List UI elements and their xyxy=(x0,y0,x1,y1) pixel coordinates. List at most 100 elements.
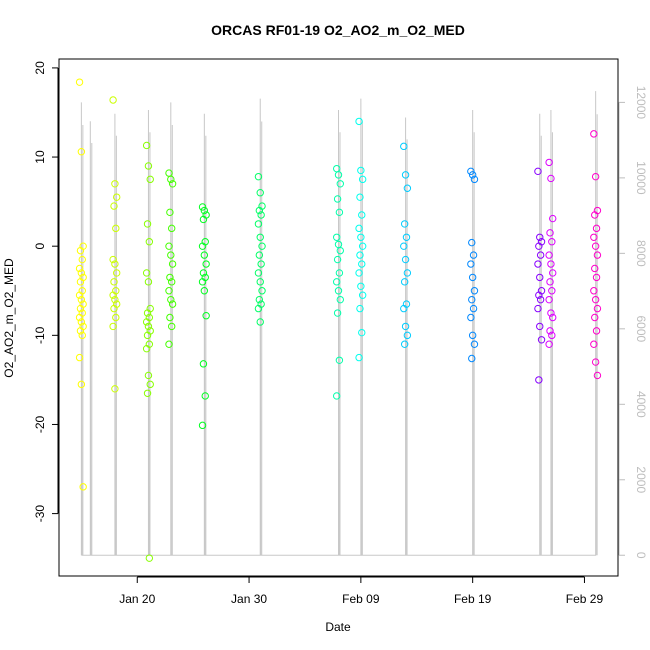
data-point xyxy=(403,331,412,340)
x-axis-label: Date xyxy=(325,620,351,634)
data-point xyxy=(402,233,411,241)
data-point xyxy=(256,318,264,326)
data-point xyxy=(111,295,119,304)
data-point xyxy=(590,340,598,348)
data-point xyxy=(256,233,264,241)
data-point xyxy=(335,208,344,217)
data-points xyxy=(75,78,602,562)
data-point xyxy=(403,184,412,192)
data-point xyxy=(469,251,478,259)
flight-points xyxy=(545,158,557,348)
data-point xyxy=(77,269,86,277)
data-point xyxy=(75,264,84,273)
y-axis-label: O2_AO2_m_O2_MED xyxy=(2,258,16,378)
data-point xyxy=(198,421,207,430)
data-point xyxy=(591,358,600,366)
data-point xyxy=(142,344,151,353)
data-point xyxy=(333,278,341,286)
flight-points xyxy=(198,203,210,430)
data-point xyxy=(109,291,117,299)
data-point xyxy=(109,322,117,331)
data-point xyxy=(537,336,546,344)
data-point xyxy=(333,255,342,264)
y-axis-right: 0 2000 4000 6000 8000 10000 12000 xyxy=(618,86,648,559)
data-point xyxy=(76,304,85,313)
data-point xyxy=(468,238,476,247)
data-point xyxy=(167,295,175,304)
data-point xyxy=(535,376,543,384)
data-point xyxy=(355,269,363,277)
data-point xyxy=(165,242,173,250)
data-point xyxy=(333,392,341,400)
data-point xyxy=(202,312,210,320)
data-point xyxy=(168,322,176,331)
data-point xyxy=(146,380,154,389)
data-point xyxy=(548,287,556,295)
data-point xyxy=(77,148,86,156)
data-point xyxy=(144,162,153,170)
data-point xyxy=(109,255,117,264)
data-point xyxy=(356,304,364,313)
data-point xyxy=(199,269,208,277)
data-point xyxy=(400,278,409,286)
data-point xyxy=(400,242,408,250)
data-point xyxy=(335,269,344,277)
flight-points xyxy=(165,169,177,348)
y-tick-label: 0 xyxy=(33,243,47,250)
flight-points xyxy=(109,96,121,393)
data-point xyxy=(592,224,601,233)
data-point xyxy=(143,220,152,228)
data-point xyxy=(356,193,364,201)
data-point xyxy=(111,180,119,188)
data-point xyxy=(355,353,363,362)
data-point xyxy=(200,206,209,215)
y-tick-label: -30 xyxy=(33,505,47,523)
right-tick-label: 2000 xyxy=(634,466,648,493)
data-point xyxy=(200,251,209,259)
data-point xyxy=(166,208,174,217)
data-point xyxy=(401,171,410,179)
data-point xyxy=(536,233,544,241)
data-point xyxy=(200,287,209,295)
data-point xyxy=(358,328,366,337)
data-point xyxy=(358,291,367,299)
data-point xyxy=(254,269,263,277)
data-point xyxy=(591,211,599,219)
data-point xyxy=(468,354,476,363)
data-point xyxy=(400,220,409,228)
flight-points xyxy=(534,167,546,384)
data-point xyxy=(145,554,154,562)
data-point xyxy=(534,260,542,268)
data-point xyxy=(470,340,479,348)
x-axis: Jan 20 Jan 30 Feb 09 Feb 19 Feb 29 xyxy=(119,576,603,606)
data-point xyxy=(255,206,264,215)
data-point xyxy=(258,242,266,250)
data-point xyxy=(467,313,475,322)
data-point xyxy=(75,313,84,322)
data-point xyxy=(113,193,121,201)
data-point xyxy=(76,246,85,255)
data-point xyxy=(592,327,601,335)
data-point xyxy=(78,255,86,264)
data-point xyxy=(593,304,602,313)
data-point xyxy=(545,251,553,259)
data-point xyxy=(591,313,599,322)
data-point xyxy=(358,242,367,250)
data-point xyxy=(401,255,410,264)
data-point xyxy=(358,211,366,219)
flight-points xyxy=(142,141,154,562)
data-point xyxy=(109,96,117,104)
data-point xyxy=(535,242,543,250)
data-point xyxy=(143,331,152,340)
right-tick-label: 10000 xyxy=(634,161,648,195)
data-point xyxy=(165,287,173,295)
data-point xyxy=(77,380,86,389)
chart-title: ORCAS RF01-19 O2_AO2_m_O2_MED xyxy=(211,22,465,38)
data-point xyxy=(165,340,173,348)
data-point xyxy=(548,238,556,246)
data-point xyxy=(467,260,475,268)
data-point xyxy=(112,224,120,233)
data-point xyxy=(357,166,365,175)
data-point xyxy=(335,356,344,364)
data-point xyxy=(536,251,545,259)
